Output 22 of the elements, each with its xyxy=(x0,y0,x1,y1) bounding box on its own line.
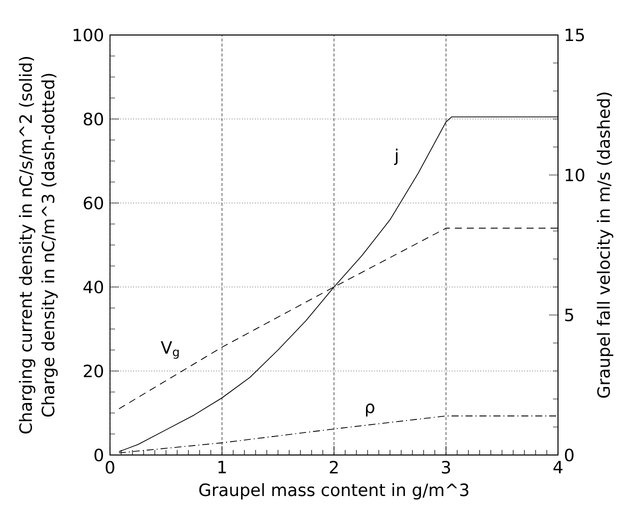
y-tick-label: 60 xyxy=(84,196,104,210)
y-tick-label: 0 xyxy=(94,448,104,462)
text: Charge density in nC/m^3 (dash-dotted) xyxy=(41,74,58,417)
y-tick-label: 100 xyxy=(74,28,104,42)
x-axis-title: Graupel mass content in g/m^3 xyxy=(199,483,468,500)
y-axis-title: Charging current density in nC/s/m^2 (solid) xyxy=(18,56,36,434)
y2-axis-title: Graupel fall velocity in m/s (dashed) xyxy=(596,92,614,398)
x-tick-label: 4 xyxy=(553,460,562,474)
annotation: V$_{g}$ xyxy=(160,341,179,359)
annotation: ρ xyxy=(366,404,374,417)
y-tick-label: 20 xyxy=(84,364,104,378)
x-tick-label: 2 xyxy=(330,460,338,474)
y-tick-label: 80 xyxy=(84,112,104,126)
y2-tick-label: 5 xyxy=(565,308,574,322)
x-tick-label: 3 xyxy=(442,460,450,474)
y2-tick-label: 0 xyxy=(564,448,574,462)
x-tick-label: 0 xyxy=(106,460,114,474)
y-tick-label: 40 xyxy=(83,280,104,294)
annotation: j xyxy=(394,148,398,165)
y2-tick-label: 10 xyxy=(566,168,584,182)
y2-tick-label: 15 xyxy=(566,28,584,42)
x-tick-label: 1 xyxy=(218,460,226,474)
